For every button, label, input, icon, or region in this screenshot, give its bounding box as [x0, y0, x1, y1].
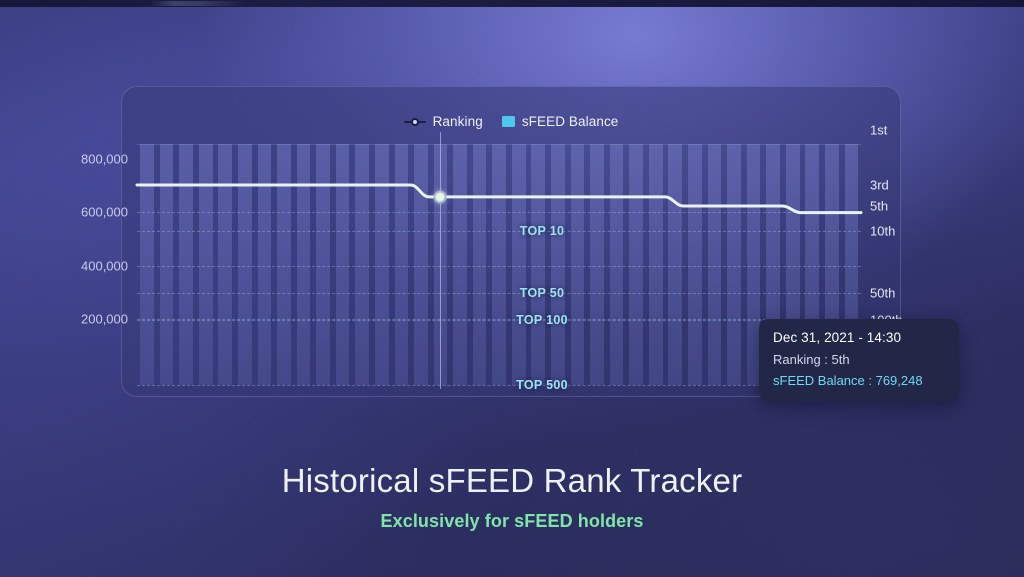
chart-legend: Ranking sFEED Balance	[122, 114, 900, 129]
balance-bar	[511, 144, 526, 385]
balance-bar	[414, 144, 428, 385]
page-footer: Historical sFEED Rank Tracker Exclusivel…	[0, 462, 1024, 532]
gridline	[137, 144, 861, 145]
gridline	[137, 265, 861, 267]
legend-label-ranking: Ranking	[432, 114, 483, 129]
page-subtitle: Exclusively for sFEED holders	[380, 511, 644, 531]
balance-bars	[137, 144, 861, 385]
balance-bar	[688, 144, 702, 385]
left-axis-tick: 400,000	[81, 258, 128, 274]
balance-bar	[198, 144, 213, 385]
gridline	[137, 319, 861, 321]
balance-bar	[394, 144, 409, 385]
balance-bar	[531, 144, 546, 385]
balance-bar	[453, 144, 467, 385]
balance-bar	[629, 144, 643, 385]
gridline	[137, 231, 861, 232]
balance-bar	[727, 144, 741, 385]
balance-bar	[551, 144, 565, 385]
right-axis-tick: 5th	[870, 198, 889, 214]
balance-bar	[257, 144, 272, 385]
ranking-line-marker-icon	[403, 117, 426, 127]
balance-bar	[237, 144, 252, 385]
balance-bar	[218, 144, 233, 385]
page-title: Historical sFEED Rank Tracker	[281, 462, 743, 499]
letterbox-bar	[0, 0, 1024, 7]
balance-bar	[492, 144, 507, 385]
balance-swatch-icon	[501, 116, 515, 127]
right-axis-tick: 1st	[870, 122, 888, 138]
rank-band-label: TOP 10	[519, 224, 565, 238]
balance-bar	[746, 144, 761, 385]
tooltip-balance: sFEED Balance : 769,248	[773, 373, 923, 388]
balance-bar	[374, 144, 389, 385]
balance-bar	[648, 144, 663, 385]
letterbox-artifact	[150, 1, 245, 6]
right-axis-tick: 50th	[870, 285, 896, 301]
legend-item-ranking[interactable]: Ranking	[403, 114, 483, 129]
gridline	[137, 385, 861, 386]
balance-bar	[590, 144, 604, 385]
right-axis-tick: 3rd	[870, 177, 889, 193]
ranking-line-series	[135, 183, 863, 215]
left-axis-tick: 600,000	[81, 204, 128, 220]
balance-bar	[159, 144, 174, 385]
balance-bar	[707, 144, 722, 385]
hover-crosshair	[440, 132, 442, 389]
legend-item-balance[interactable]: sFEED Balance	[501, 114, 619, 129]
right-axis-tick: 10th	[870, 223, 896, 239]
legend-label-balance: sFEED Balance	[521, 114, 619, 129]
balance-bar	[472, 144, 487, 385]
rank-band-label: TOP 100	[516, 313, 568, 327]
chart-tooltip: Dec 31, 2021 - 14:30 Ranking : 5th sFEED…	[759, 319, 959, 401]
balance-bar	[570, 144, 585, 385]
balance-bar	[355, 144, 370, 385]
balance-bar	[335, 144, 350, 385]
rank-band-label: TOP 50	[519, 286, 565, 300]
balance-bar	[277, 144, 291, 385]
chart-card: Ranking sFEED Balance TOP 10 TOP 50 TOP 10…	[81, 86, 959, 401]
gridline	[137, 320, 861, 321]
balance-bar	[296, 144, 311, 385]
rank-band-label: TOP 500	[516, 378, 568, 392]
balance-bar	[316, 144, 330, 385]
balance-bar	[179, 144, 193, 385]
tooltip-date: Dec 31, 2021 - 14:30	[773, 330, 902, 345]
balance-bar	[609, 144, 624, 385]
gridline	[137, 212, 861, 214]
tooltip-ranking: Ranking : 5th	[773, 352, 850, 367]
hover-point-marker[interactable]	[433, 190, 447, 204]
left-axis-tick: 200,000	[81, 311, 128, 327]
gridline	[137, 293, 861, 294]
chart-plot-area[interactable]: TOP 10 TOP 50 TOP 100 TOP 500 800,000 600,00…	[81, 123, 903, 393]
ranking-line-path	[135, 183, 863, 215]
left-axis-tick: 800,000	[81, 151, 128, 167]
balance-bar	[140, 144, 154, 385]
